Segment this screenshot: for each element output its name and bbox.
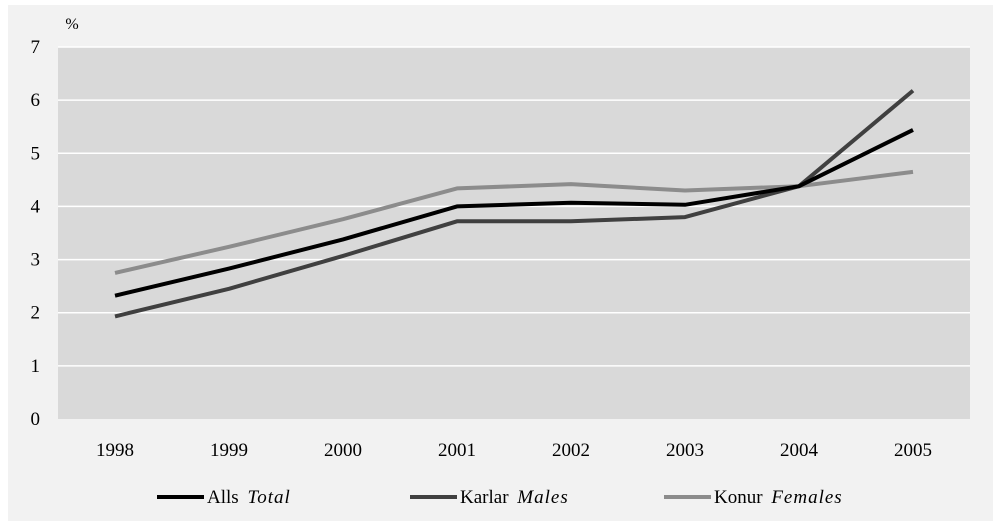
series-lines bbox=[114, 89, 915, 319]
legend-label-males: Karlar Males bbox=[460, 487, 569, 508]
series-line-total bbox=[114, 128, 914, 298]
y-tick-label-1: 1 bbox=[31, 356, 41, 377]
y-axis-unit-label: % bbox=[65, 16, 78, 33]
x-tick-label-2001: 2001 bbox=[438, 440, 476, 461]
gridlines bbox=[58, 46, 970, 367]
y-tick-label-4: 4 bbox=[31, 196, 41, 217]
legend-label-en-males: Males bbox=[516, 487, 568, 508]
legend-label-en-females: Females bbox=[770, 487, 842, 508]
series-line-males bbox=[114, 89, 915, 319]
legend: Alls Total Karlar Males Konur Females bbox=[157, 487, 843, 508]
legend-label-females: Konur Females bbox=[714, 487, 843, 508]
y-tick-label-2: 2 bbox=[31, 303, 41, 324]
y-axis-tick-labels: 0 1 2 3 4 5 6 7 bbox=[31, 37, 41, 430]
x-tick-label-2004: 2004 bbox=[780, 440, 819, 461]
legend-label-total: Alls Total bbox=[207, 487, 291, 508]
x-tick-label-2003: 2003 bbox=[666, 440, 704, 461]
y-tick-label-7: 7 bbox=[31, 37, 41, 58]
x-tick-label-1998: 1998 bbox=[96, 440, 134, 461]
x-tick-label-2005: 2005 bbox=[894, 440, 932, 461]
legend-label-is-females: Konur bbox=[714, 487, 767, 508]
legend-label-en-total: Total bbox=[247, 487, 290, 508]
plot-area bbox=[58, 47, 970, 419]
x-tick-label-2000: 2000 bbox=[324, 440, 362, 461]
y-tick-label-6: 6 bbox=[31, 90, 41, 111]
y-tick-label-3: 3 bbox=[31, 250, 41, 271]
legend-label-is-total: Alls bbox=[207, 487, 243, 508]
y-tick-label-0: 0 bbox=[31, 409, 41, 430]
y-tick-label-5: 5 bbox=[31, 143, 41, 164]
series-line-females bbox=[114, 169, 914, 275]
x-tick-label-1999: 1999 bbox=[210, 440, 248, 461]
x-tick-label-2002: 2002 bbox=[552, 440, 590, 461]
legend-label-is-males: Karlar bbox=[460, 487, 513, 508]
x-axis-tick-labels: 1998 1999 2000 2001 2002 2003 2004 2005 bbox=[96, 440, 932, 461]
